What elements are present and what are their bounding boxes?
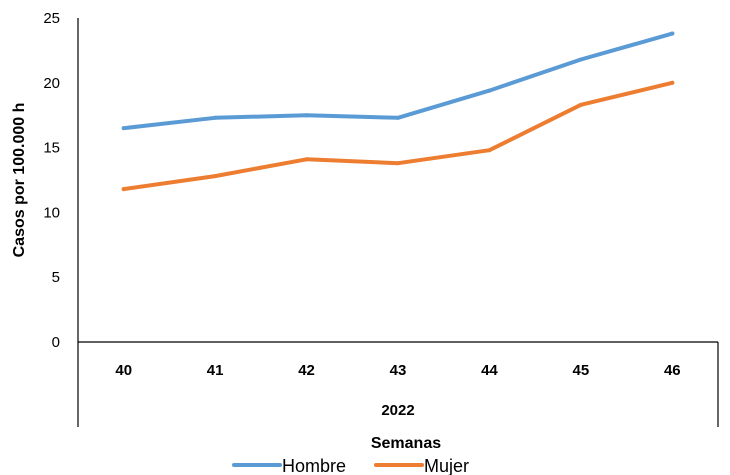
x-tick-label: 44 bbox=[481, 362, 498, 379]
y-tick-label: 15 bbox=[43, 140, 60, 157]
data-point-mujer bbox=[670, 80, 675, 85]
x-tick-label: 46 bbox=[664, 362, 681, 379]
y-tick-label: 5 bbox=[52, 269, 60, 286]
y-axis-ticks: 0 5 10 15 20 25 bbox=[43, 10, 60, 351]
x-tick-label: 43 bbox=[390, 362, 407, 379]
data-point-hombre bbox=[213, 115, 218, 120]
x-tick-label: 41 bbox=[207, 362, 224, 379]
legend-label-mujer: Mujer bbox=[424, 456, 469, 475]
x-tick-label: 45 bbox=[573, 362, 590, 379]
y-tick-label: 0 bbox=[52, 334, 60, 351]
data-point-hombre bbox=[121, 126, 126, 131]
series-line-mujer bbox=[121, 80, 675, 192]
y-tick-label: 20 bbox=[43, 75, 60, 92]
legend: Hombre Mujer bbox=[232, 456, 469, 475]
data-point-hombre bbox=[304, 113, 309, 118]
series-layer bbox=[121, 31, 675, 192]
data-point-mujer bbox=[304, 157, 309, 162]
data-point-mujer bbox=[213, 174, 218, 179]
y-tick-label: 10 bbox=[43, 204, 60, 221]
x-axis-title: Semanas bbox=[371, 435, 441, 452]
legend-label-hombre: Hombre bbox=[282, 456, 346, 475]
x-tick-label: 40 bbox=[115, 362, 132, 379]
x-tick-label: 42 bbox=[298, 362, 315, 379]
data-point-mujer bbox=[487, 148, 492, 153]
x-axis-ticks: 40 41 42 43 44 45 46 bbox=[115, 362, 680, 379]
data-point-mujer bbox=[578, 102, 583, 107]
y-tick-label: 25 bbox=[43, 10, 60, 27]
data-point-hombre bbox=[578, 57, 583, 62]
y-axis-title: Casos por 100.000 h bbox=[11, 103, 28, 258]
x-group-label: 2022 bbox=[381, 402, 414, 419]
data-point-mujer bbox=[396, 161, 400, 166]
series-line-hombre bbox=[121, 31, 675, 131]
data-point-mujer bbox=[121, 187, 126, 192]
data-point-hombre bbox=[396, 115, 400, 120]
data-point-hombre bbox=[670, 31, 675, 36]
data-point-hombre bbox=[487, 88, 492, 93]
